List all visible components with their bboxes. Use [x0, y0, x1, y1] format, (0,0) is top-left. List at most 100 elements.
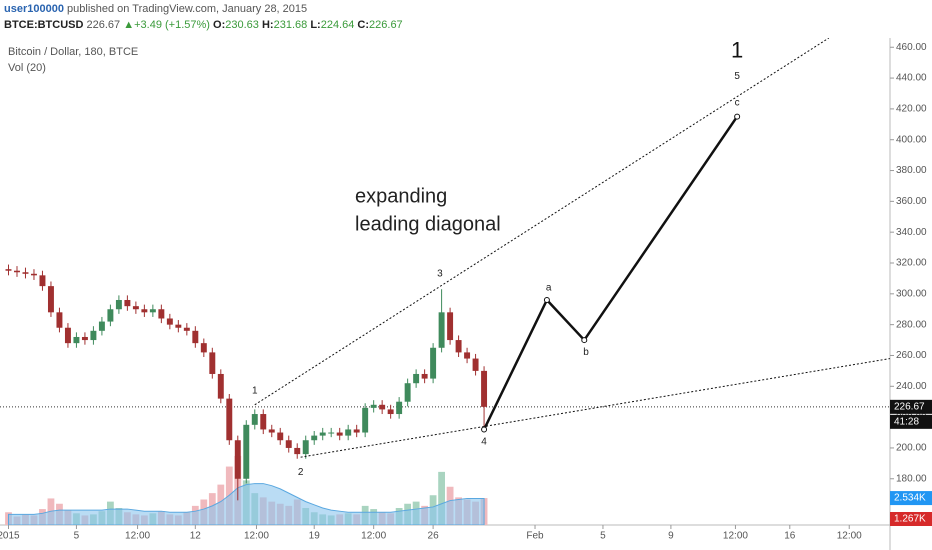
candle-body	[268, 429, 275, 433]
l-value: 224.64	[320, 19, 355, 31]
x-tick-label: 12	[190, 531, 202, 542]
h-label: H:	[261, 19, 274, 31]
x-tick-label: 12:00	[837, 531, 862, 542]
x-tick-label: 2015	[0, 531, 20, 542]
x-tick-label: 12:00	[125, 531, 150, 542]
x-tick-label: 9	[668, 531, 674, 542]
note: expanding	[355, 185, 447, 207]
candle-body	[277, 432, 284, 441]
x-tick-label: 12:00	[244, 531, 269, 542]
candle-body	[166, 318, 173, 325]
note: leading diagonal	[355, 213, 501, 235]
candle-body	[209, 352, 216, 374]
candle-body	[302, 440, 309, 455]
candle-body	[90, 330, 97, 341]
change: +3.49 (+1.57%)	[134, 19, 210, 31]
wave-label: 5	[734, 71, 740, 82]
candle-body	[370, 404, 377, 408]
y-tick-label: 300.00	[896, 288, 927, 299]
candle-body	[447, 312, 454, 341]
candle-body	[183, 327, 190, 331]
candle-body	[455, 340, 462, 353]
y-tick-label: 380.00	[896, 165, 927, 176]
candle-body	[464, 352, 471, 359]
candle-body	[311, 435, 318, 441]
x-tick-label: 16	[784, 531, 796, 542]
candle-body	[149, 309, 156, 313]
volume-tag: 2.534K	[894, 493, 926, 504]
candle-body	[353, 429, 360, 433]
candle-body	[387, 409, 394, 415]
candle-body	[217, 373, 224, 399]
wave-label: 4	[481, 436, 487, 447]
h-value: 231.68	[273, 19, 308, 31]
candle-body	[22, 272, 29, 274]
candle-body	[107, 309, 114, 322]
candle-body	[251, 414, 258, 425]
user[interactable]: user100000	[4, 3, 64, 15]
wave-label: b	[583, 347, 589, 358]
candle-body	[260, 414, 267, 430]
candle-body	[200, 343, 207, 353]
candle-body	[362, 407, 369, 433]
candle-body	[285, 440, 292, 448]
o-label: O:	[213, 19, 226, 31]
projection	[482, 115, 739, 430]
candle-body	[336, 432, 343, 436]
wave-label: a	[546, 282, 552, 293]
volume-tag-bg	[890, 491, 932, 506]
upper-trendline	[254, 38, 830, 406]
y-tick-label: 340.00	[896, 227, 927, 238]
o-value: 230.63	[225, 19, 259, 31]
lower-trendline	[300, 358, 890, 458]
l-label: L:	[310, 19, 321, 31]
candle-body	[472, 358, 479, 371]
y-tick-label: 200.00	[896, 443, 927, 454]
candle-body	[64, 327, 71, 344]
candle-body	[234, 440, 241, 479]
candle-body	[39, 275, 46, 287]
published: published on TradingView.com, January 28…	[67, 3, 308, 15]
candle-body	[430, 347, 437, 379]
candle-body	[294, 447, 301, 455]
projection-point	[734, 113, 741, 120]
wave-label: c	[735, 97, 740, 108]
y-tick-label: 420.00	[896, 104, 927, 115]
candle-body	[175, 324, 182, 328]
price-pane: 1 2 3 4 a b c 5 1	[0, 38, 890, 501]
header: user100000 published on TradingView.com,…	[4, 1, 403, 33]
candle-body	[56, 312, 63, 328]
wave-label: 1	[731, 38, 743, 63]
x-tick-label: Feb	[526, 531, 544, 542]
x-tick-label: 12:00	[723, 531, 748, 542]
projection-point	[581, 337, 588, 344]
projection-point	[543, 296, 550, 303]
candle-body	[226, 398, 233, 441]
candle-body	[481, 370, 488, 407]
candle-body	[438, 312, 445, 348]
x-tick-label: 12:00	[361, 531, 386, 542]
x-tick-label: 26	[428, 531, 440, 542]
volume-bar	[438, 471, 445, 525]
volume-ma	[7, 483, 485, 525]
last: 226.67	[86, 19, 121, 31]
candle-body	[243, 424, 250, 479]
y-tick-label: 460.00	[896, 42, 927, 53]
axes: 180.00200.00220.00240.00260.00280.00300.…	[0, 42, 932, 542]
candle-body	[192, 330, 199, 344]
countdown-tag-bg	[890, 414, 932, 429]
candle-body	[124, 299, 131, 307]
c-value: 226.67	[369, 19, 403, 31]
countdown-tag: 41:28	[894, 416, 919, 427]
y-tick-label: 260.00	[896, 350, 927, 361]
legend-volume: Vol (20)	[8, 62, 46, 74]
candle-body	[132, 306, 139, 310]
x-tick-label: 19	[309, 531, 321, 542]
y-tick-label: 360.00	[896, 196, 927, 207]
candle-body	[345, 429, 352, 436]
last-price-tag: 226.67	[894, 401, 925, 412]
candle-body	[328, 432, 335, 434]
candle-body	[319, 432, 326, 436]
candle-body	[404, 383, 411, 402]
